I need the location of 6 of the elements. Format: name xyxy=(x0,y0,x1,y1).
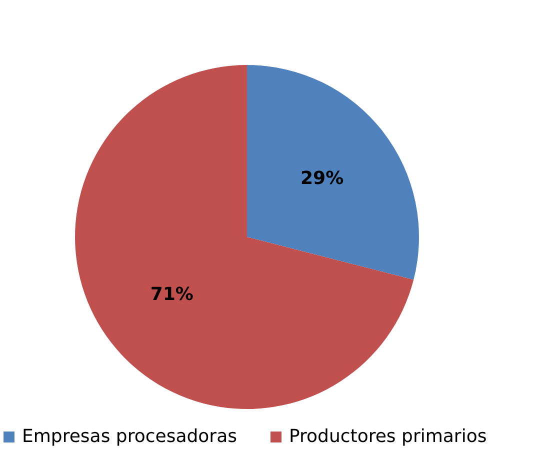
data-label: 71% xyxy=(150,284,194,306)
legend-label: Productores primarios xyxy=(289,426,487,447)
pie-slice xyxy=(75,65,414,409)
legend-label: Empresas procesadoras xyxy=(22,426,237,447)
pie-slice xyxy=(247,65,419,280)
data-label: 29% xyxy=(300,168,344,189)
